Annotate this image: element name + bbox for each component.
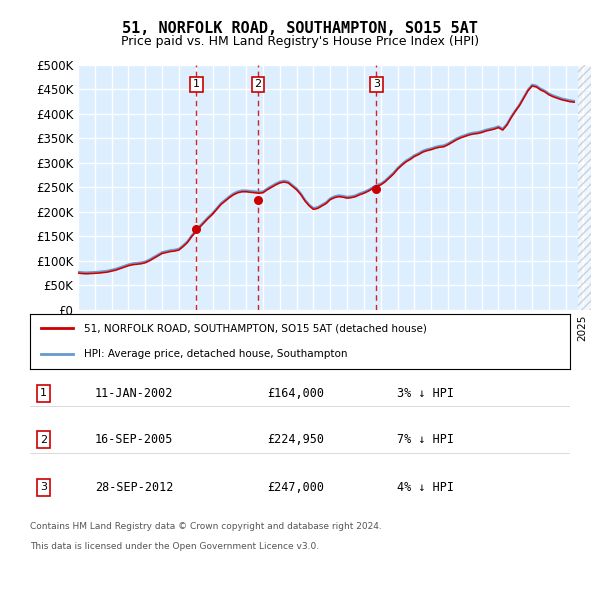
Text: 3: 3 xyxy=(373,80,380,90)
Text: 51, NORFOLK ROAD, SOUTHAMPTON, SO15 5AT (detached house): 51, NORFOLK ROAD, SOUTHAMPTON, SO15 5AT … xyxy=(84,323,427,333)
Text: Price paid vs. HM Land Registry's House Price Index (HPI): Price paid vs. HM Land Registry's House … xyxy=(121,35,479,48)
Text: 2: 2 xyxy=(40,435,47,445)
Text: 16-SEP-2005: 16-SEP-2005 xyxy=(95,433,173,446)
Bar xyxy=(578,65,591,310)
Text: £164,000: £164,000 xyxy=(268,387,325,400)
Text: £247,000: £247,000 xyxy=(268,481,325,494)
Text: 7% ↓ HPI: 7% ↓ HPI xyxy=(397,433,454,446)
Text: HPI: Average price, detached house, Southampton: HPI: Average price, detached house, Sout… xyxy=(84,349,347,359)
Text: Contains HM Land Registry data © Crown copyright and database right 2024.: Contains HM Land Registry data © Crown c… xyxy=(30,522,382,531)
Text: £224,950: £224,950 xyxy=(268,433,325,446)
Point xyxy=(371,184,381,194)
Text: 51, NORFOLK ROAD, SOUTHAMPTON, SO15 5AT: 51, NORFOLK ROAD, SOUTHAMPTON, SO15 5AT xyxy=(122,21,478,35)
Point xyxy=(191,225,201,234)
Point xyxy=(253,195,263,204)
Text: 4% ↓ HPI: 4% ↓ HPI xyxy=(397,481,454,494)
Text: 1: 1 xyxy=(40,388,47,398)
Text: 28-SEP-2012: 28-SEP-2012 xyxy=(95,481,173,494)
Text: 3: 3 xyxy=(40,483,47,492)
Text: 11-JAN-2002: 11-JAN-2002 xyxy=(95,387,173,400)
Text: 1: 1 xyxy=(193,80,200,90)
Text: 2: 2 xyxy=(254,80,262,90)
Text: This data is licensed under the Open Government Licence v3.0.: This data is licensed under the Open Gov… xyxy=(30,542,319,550)
Text: 3% ↓ HPI: 3% ↓ HPI xyxy=(397,387,454,400)
